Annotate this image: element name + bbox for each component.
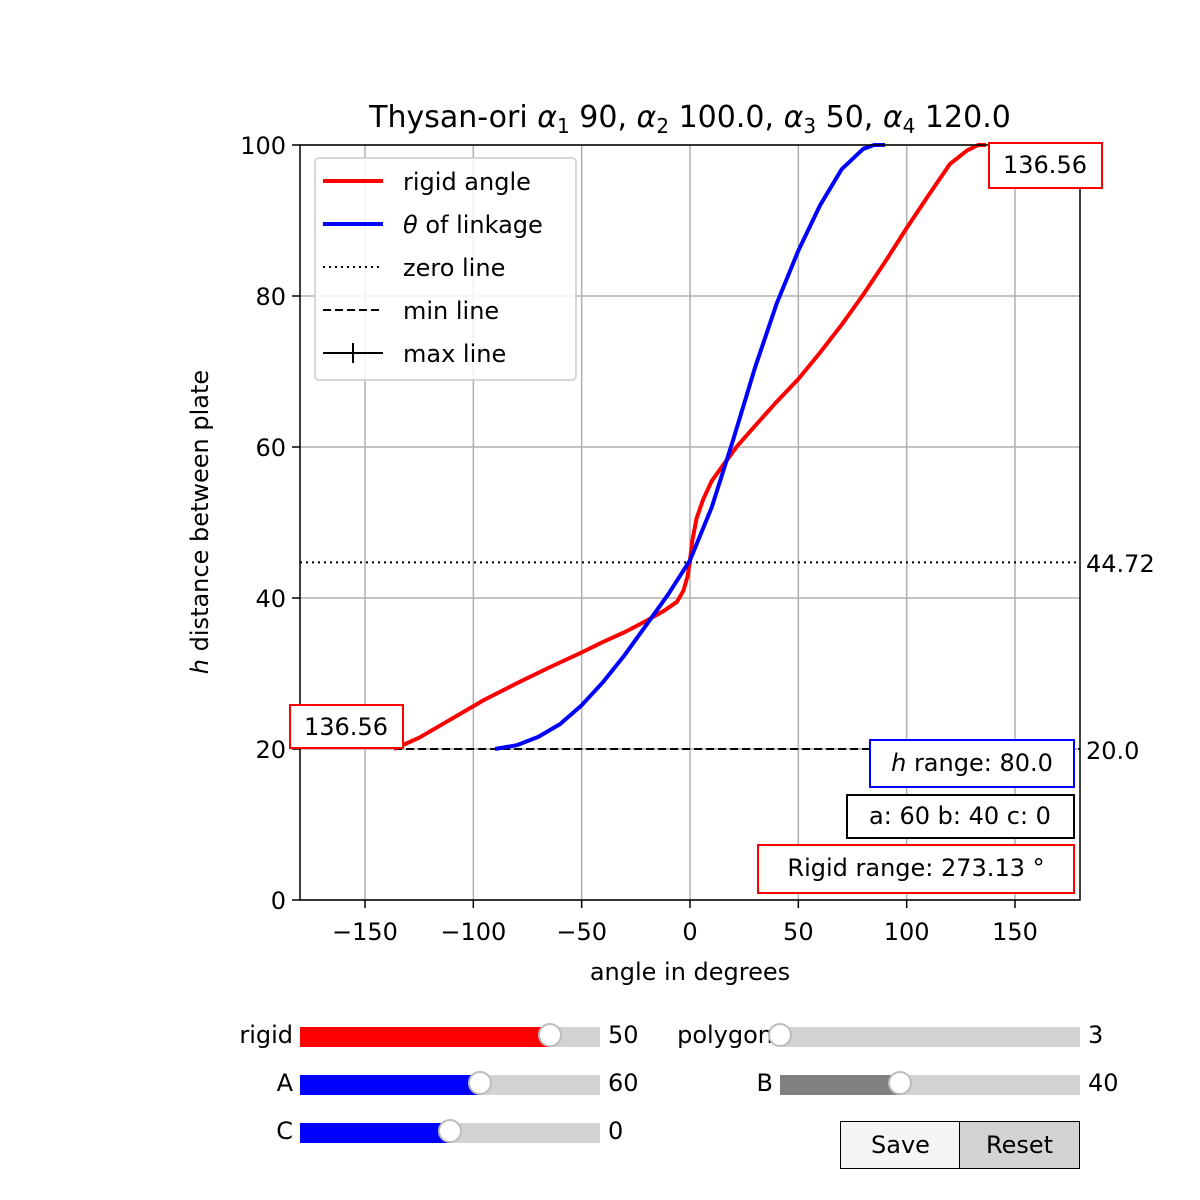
legend-label: zero line bbox=[403, 254, 505, 282]
slider-label-c: C bbox=[276, 1117, 293, 1145]
series-lines bbox=[393, 143, 986, 751]
slider-handle-a[interactable] bbox=[468, 1071, 492, 1095]
axis-ticks: −150 −100 −50 0 50 100 150 0 20 40 60 80 100 bbox=[240, 132, 1038, 946]
rigid-range-annotation: Rigid range: 273.13 ° bbox=[757, 844, 1075, 894]
slider-b[interactable] bbox=[780, 1071, 1080, 1095]
y-tick-label: 40 bbox=[255, 585, 286, 613]
slider-value-a: 60 bbox=[608, 1069, 639, 1097]
legend-label: min line bbox=[403, 297, 499, 325]
slider-label-a: A bbox=[276, 1069, 293, 1097]
slider-label-rigid: rigid bbox=[239, 1021, 293, 1049]
y-tick-label: 0 bbox=[271, 887, 286, 915]
x-axis-label: angle in degrees bbox=[590, 958, 790, 986]
rigid-angle-line bbox=[393, 143, 986, 751]
x-tick-label: −100 bbox=[440, 918, 506, 946]
slider-fill-c bbox=[300, 1123, 450, 1143]
slider-handle-polygon[interactable] bbox=[768, 1023, 792, 1047]
x-tick-label: 0 bbox=[682, 918, 697, 946]
rigid-min-label: 136.56 bbox=[304, 713, 388, 741]
slider-a[interactable] bbox=[300, 1071, 600, 1095]
slider-value-polygon: 3 bbox=[1088, 1021, 1104, 1049]
rigid-min-annotation: 136.56 bbox=[289, 704, 404, 749]
x-tick-label: 50 bbox=[783, 918, 814, 946]
rigid-max-label: 136.56 bbox=[1003, 151, 1087, 179]
abc-annotation: a: 60 b: 40 c: 0 bbox=[846, 794, 1075, 839]
slider-handle-b[interactable] bbox=[888, 1071, 912, 1095]
legend-label: θ of linkage bbox=[403, 211, 543, 239]
chart-title: Thysan-ori α1 90, α2 100.0, α3 50, α4 12… bbox=[368, 100, 1011, 138]
y-tick-label: 100 bbox=[240, 132, 286, 160]
slider-polygon[interactable] bbox=[768, 1023, 1080, 1047]
slider-c[interactable] bbox=[300, 1119, 600, 1143]
theta-linkage-line bbox=[494, 143, 885, 751]
h-range-text: h range: 80.0 bbox=[891, 749, 1053, 777]
x-tick-label: 150 bbox=[992, 918, 1038, 946]
slider-value-rigid: 50 bbox=[608, 1021, 639, 1049]
h-range-annotation: h range: 80.0 bbox=[869, 739, 1075, 788]
slider-fill-b bbox=[780, 1075, 900, 1095]
slider-label-b: B bbox=[756, 1069, 773, 1097]
rigid-range-text: Rigid range: 273.13 ° bbox=[787, 854, 1044, 882]
x-tick-label: 100 bbox=[884, 918, 930, 946]
legend: rigid angle θ of linkage zero line min line… bbox=[314, 157, 577, 381]
x-tick-label: −150 bbox=[332, 918, 398, 946]
slider-label-polygon: polygon bbox=[677, 1021, 773, 1049]
slider-fill-rigid bbox=[300, 1027, 550, 1047]
slider-rigid[interactable] bbox=[300, 1023, 600, 1047]
zero-line-label: 44.72 bbox=[1086, 550, 1155, 578]
legend-frame bbox=[314, 157, 577, 381]
legend-label: rigid angle bbox=[403, 168, 531, 196]
abc-text: a: 60 b: 40 c: 0 bbox=[869, 802, 1051, 830]
y-tick-label: 20 bbox=[255, 736, 286, 764]
slider-fill-a bbox=[300, 1075, 480, 1095]
save-button[interactable]: Save bbox=[840, 1121, 961, 1169]
slider-handle-c[interactable] bbox=[438, 1119, 462, 1143]
slider-value-b: 40 bbox=[1088, 1069, 1119, 1097]
min-line-label: 20.0 bbox=[1086, 737, 1139, 765]
slider-value-c: 0 bbox=[608, 1117, 624, 1145]
slider-handle-rigid[interactable] bbox=[537, 1023, 562, 1047]
y-axis-label: h distance between plate bbox=[186, 370, 214, 674]
y-tick-label: 60 bbox=[255, 434, 286, 462]
y-tick-label: 80 bbox=[255, 283, 286, 311]
x-tick-label: −50 bbox=[556, 918, 607, 946]
reset-button[interactable]: Reset bbox=[959, 1121, 1080, 1169]
rigid-max-annotation: 136.56 bbox=[988, 142, 1103, 189]
legend-label: max line bbox=[403, 340, 506, 368]
